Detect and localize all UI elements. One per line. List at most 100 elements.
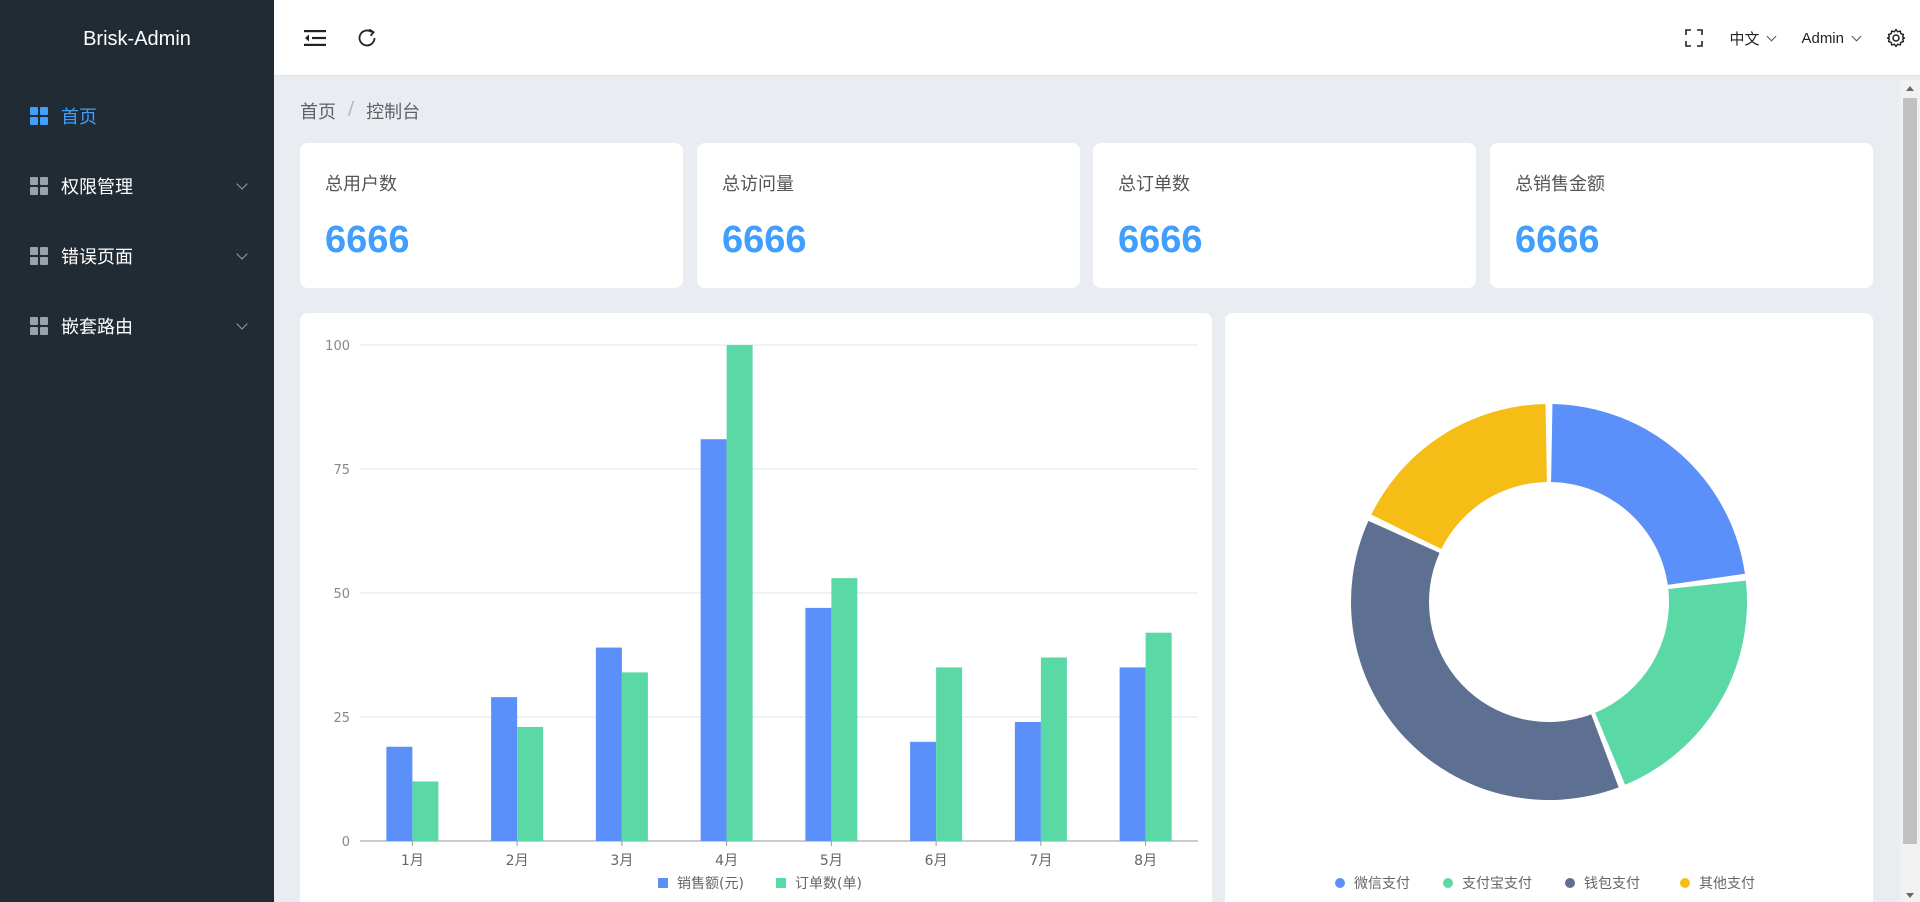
legend-swatch[interactable] bbox=[658, 878, 668, 888]
sidebar-item-home[interactable]: 首页 bbox=[0, 81, 274, 151]
x-tick-label: 3月 bbox=[610, 853, 633, 869]
bar[interactable] bbox=[831, 578, 858, 841]
pie-slice[interactable] bbox=[1351, 520, 1619, 800]
stat-value: 6666 bbox=[1515, 219, 1600, 261]
legend-label[interactable]: 其他支付 bbox=[1699, 876, 1755, 892]
pie-slice[interactable] bbox=[1595, 580, 1747, 785]
stat-value: 6666 bbox=[325, 219, 410, 261]
pie-slice[interactable] bbox=[1551, 404, 1745, 585]
donut-chart-card: 微信支付 支付宝支付 钱包支付 其他支付 bbox=[1225, 313, 1873, 902]
sidebar-item-label: 首页 bbox=[61, 107, 97, 128]
chevron-down-icon bbox=[236, 318, 248, 330]
app-title: Brisk-Admin bbox=[83, 28, 191, 50]
bar[interactable] bbox=[491, 697, 518, 841]
settings-button[interactable] bbox=[1886, 28, 1906, 48]
refresh-button[interactable] bbox=[354, 25, 380, 51]
bar[interactable] bbox=[1014, 721, 1041, 841]
bar[interactable] bbox=[386, 746, 413, 841]
stat-title: 总用户数 bbox=[325, 174, 397, 195]
bar[interactable] bbox=[1040, 657, 1067, 841]
sidebar-item-nested-routes[interactable]: 嵌套路由 bbox=[0, 291, 274, 361]
breadcrumb: 首页 / 控制台 bbox=[300, 98, 420, 124]
x-tick-label: 1月 bbox=[401, 853, 424, 869]
stat-card-sales: 总销售金额 6666 bbox=[1490, 143, 1873, 288]
bar[interactable] bbox=[595, 647, 622, 841]
menu-fold-icon bbox=[304, 30, 326, 46]
stat-card-users: 总用户数 6666 bbox=[300, 143, 683, 288]
sidebar: Brisk-Admin 首页 权限管理 错误页面 嵌套路由 bbox=[0, 0, 274, 902]
legend-label[interactable]: 支付宝支付 bbox=[1462, 876, 1532, 892]
stat-title: 总订单数 bbox=[1118, 174, 1190, 195]
chevron-down-icon bbox=[236, 178, 248, 190]
bar[interactable] bbox=[412, 781, 439, 841]
language-dropdown[interactable]: 中文 bbox=[1729, 28, 1777, 49]
scroll-thumb[interactable] bbox=[1903, 98, 1917, 844]
legend-label[interactable]: 钱包支付 bbox=[1584, 876, 1640, 892]
gear-icon bbox=[1886, 28, 1906, 48]
chevron-down-icon bbox=[1851, 31, 1862, 41]
legend-label[interactable]: 微信支付 bbox=[1354, 876, 1410, 892]
collapse-menu-button[interactable] bbox=[302, 25, 328, 51]
scroll-up-arrow[interactable] bbox=[1906, 86, 1914, 91]
legend-swatch[interactable] bbox=[1680, 878, 1690, 888]
y-tick-label: 0 bbox=[342, 835, 350, 850]
user-name: Admin bbox=[1801, 29, 1844, 47]
legend-swatch[interactable] bbox=[1565, 878, 1575, 888]
bar[interactable] bbox=[1145, 632, 1172, 841]
y-tick-label: 25 bbox=[333, 711, 350, 726]
bar[interactable] bbox=[1119, 667, 1146, 841]
legend-label[interactable]: 销售额(元) bbox=[677, 876, 744, 892]
stat-value: 6666 bbox=[722, 219, 807, 261]
user-dropdown[interactable]: Admin bbox=[1801, 29, 1862, 47]
sidebar-item-label: 嵌套路由 bbox=[61, 317, 133, 338]
x-tick-label: 2月 bbox=[506, 853, 529, 869]
y-tick-label: 75 bbox=[333, 463, 350, 478]
y-tick-label: 100 bbox=[325, 339, 350, 354]
legend-swatch[interactable] bbox=[1335, 878, 1345, 888]
breadcrumb-separator: / bbox=[348, 98, 355, 119]
x-tick-label: 5月 bbox=[820, 853, 843, 869]
legend-label[interactable]: 订单数(单) bbox=[795, 876, 862, 892]
bar[interactable] bbox=[805, 607, 832, 841]
x-tick-label: 6月 bbox=[925, 853, 948, 869]
x-tick-label: 7月 bbox=[1029, 853, 1052, 869]
fullscreen-button[interactable] bbox=[1685, 29, 1704, 47]
y-tick-label: 50 bbox=[333, 587, 350, 602]
legend-swatch[interactable] bbox=[1443, 878, 1453, 888]
grid-icon bbox=[30, 107, 48, 125]
breadcrumb-home[interactable]: 首页 bbox=[300, 102, 336, 123]
grid-icon bbox=[30, 177, 48, 195]
sidebar-item-error-pages[interactable]: 错误页面 bbox=[0, 221, 274, 291]
fullscreen-icon bbox=[1685, 29, 1704, 47]
chevron-down-icon bbox=[236, 248, 248, 260]
grid-icon bbox=[30, 247, 48, 265]
bar[interactable] bbox=[726, 345, 753, 841]
refresh-icon bbox=[358, 28, 376, 47]
x-tick-label: 8月 bbox=[1134, 853, 1157, 869]
x-tick-label: 4月 bbox=[715, 853, 738, 869]
bar[interactable] bbox=[700, 439, 727, 841]
bar[interactable] bbox=[621, 672, 648, 841]
stat-value: 6666 bbox=[1118, 219, 1203, 261]
chevron-down-icon bbox=[1767, 31, 1777, 41]
bar[interactable] bbox=[517, 726, 544, 841]
bar-chart-card: 0 25 50 75 100 1月 2月 3月 4月 5月 6月 7月 8月销售额(元) 订单数(单) bbox=[300, 313, 1212, 902]
stat-title: 总销售金额 bbox=[1515, 174, 1605, 195]
grid-icon bbox=[30, 317, 48, 335]
sidebar-item-permissions[interactable]: 权限管理 bbox=[0, 151, 274, 221]
sidebar-item-label: 权限管理 bbox=[61, 177, 133, 198]
bar[interactable] bbox=[910, 741, 937, 841]
scroll-down-arrow[interactable] bbox=[1906, 893, 1914, 898]
legend-swatch[interactable] bbox=[776, 878, 786, 888]
bar[interactable] bbox=[936, 667, 963, 841]
page-scrollbar[interactable] bbox=[1900, 80, 1920, 902]
stat-card-visits: 总访问量 6666 bbox=[697, 143, 1080, 288]
pie-slice[interactable] bbox=[1371, 404, 1547, 550]
stat-card-orders: 总订单数 6666 bbox=[1093, 143, 1476, 288]
donut-chart: 微信支付 支付宝支付 钱包支付 其他支付 bbox=[1335, 404, 1755, 892]
language-label: 中文 bbox=[1729, 30, 1760, 48]
stat-title: 总访问量 bbox=[722, 174, 794, 195]
top-header: 中文 Admin bbox=[274, 0, 1920, 76]
sidebar-item-label: 错误页面 bbox=[61, 247, 133, 268]
